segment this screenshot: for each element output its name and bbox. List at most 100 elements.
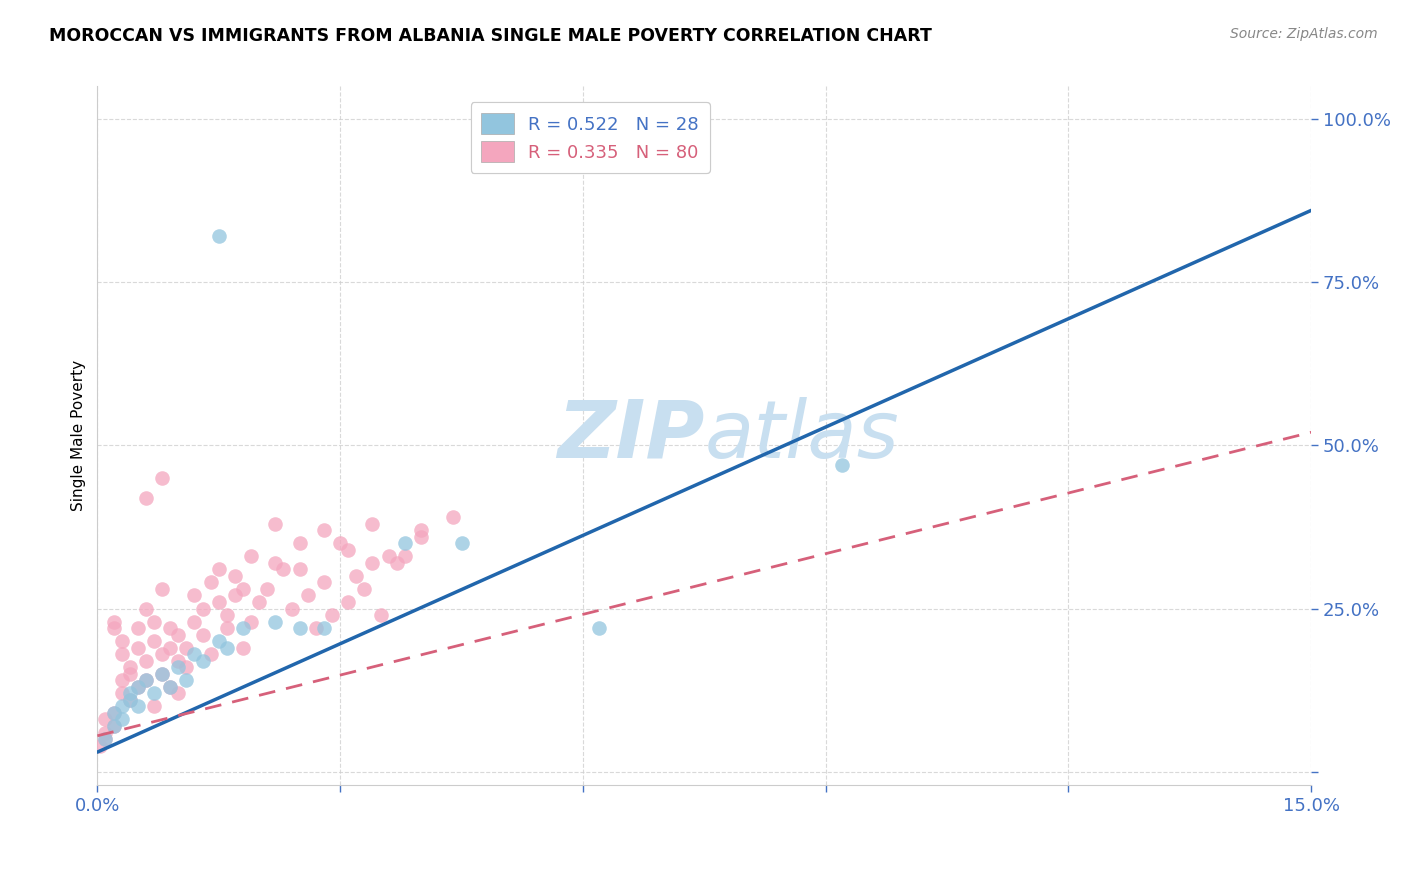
Point [94,732,117,747]
Point [127,699,149,714]
Point [89,739,111,753]
Point [264,615,287,629]
Point [288,536,311,550]
Point [361,516,384,531]
Point [183,647,205,661]
Point [385,556,408,570]
Point [150,647,173,661]
Point [118,693,141,707]
Point [215,608,238,623]
Point [167,654,190,668]
Legend: R = 0.522   N = 28, R = 0.335   N = 80: R = 0.522 N = 28, R = 0.335 N = 80 [471,103,710,173]
Point [183,615,205,629]
Text: Source: ZipAtlas.com: Source: ZipAtlas.com [1230,27,1378,41]
Point [150,471,173,485]
Point [240,615,263,629]
Point [353,582,375,596]
Text: MOROCCAN VS IMMIGRANTS FROM ALBANIA SINGLE MALE POVERTY CORRELATION CHART: MOROCCAN VS IMMIGRANTS FROM ALBANIA SING… [49,27,932,45]
Point [288,621,311,635]
Point [312,575,335,590]
Point [183,589,205,603]
Point [215,640,238,655]
Point [208,595,231,609]
Point [111,673,134,688]
Point [118,666,141,681]
Point [150,666,173,681]
Point [127,621,149,635]
Point [118,693,141,707]
Point [94,725,117,739]
Point [232,621,254,635]
Point [370,608,392,623]
Point [176,673,198,688]
Point [377,549,399,564]
Point [450,536,472,550]
Point [224,569,246,583]
Point [344,569,367,583]
Point [337,542,360,557]
Point [441,510,464,524]
Point [232,640,254,655]
Point [232,582,254,596]
Point [409,523,432,537]
Point [305,621,328,635]
Point [588,621,610,635]
Point [143,699,166,714]
Point [264,516,287,531]
Point [329,536,352,550]
Point [143,615,166,629]
Point [264,556,287,570]
Point [394,549,416,564]
Text: ZIP: ZIP [557,397,704,475]
Point [361,556,384,570]
Y-axis label: Single Male Poverty: Single Male Poverty [72,360,86,511]
Point [167,627,190,641]
Point [215,621,238,635]
Point [176,640,198,655]
Point [103,706,125,720]
Point [103,706,125,720]
Point [111,699,134,714]
Point [94,713,117,727]
Point [94,732,117,747]
Point [394,536,416,550]
Point [103,621,125,635]
Point [831,458,853,472]
Point [409,530,432,544]
Point [135,491,157,505]
Point [167,660,190,674]
Point [297,589,319,603]
Point [103,719,125,733]
Text: atlas: atlas [704,397,898,475]
Point [273,562,295,576]
Point [111,686,134,700]
Point [159,640,181,655]
Point [111,647,134,661]
Point [167,686,190,700]
Point [240,549,263,564]
Point [208,634,231,648]
Point [208,562,231,576]
Point [127,680,149,694]
Point [312,523,335,537]
Point [135,673,157,688]
Point [111,634,134,648]
Point [288,562,311,576]
Point [224,589,246,603]
Point [111,713,134,727]
Point [159,680,181,694]
Point [191,627,214,641]
Point [208,229,231,244]
Point [191,654,214,668]
Point [135,601,157,615]
Point [118,660,141,674]
Point [280,601,302,615]
Point [118,686,141,700]
Point [103,719,125,733]
Point [200,575,222,590]
Point [159,680,181,694]
Point [143,686,166,700]
Point [247,595,270,609]
Point [256,582,278,596]
Point [127,640,149,655]
